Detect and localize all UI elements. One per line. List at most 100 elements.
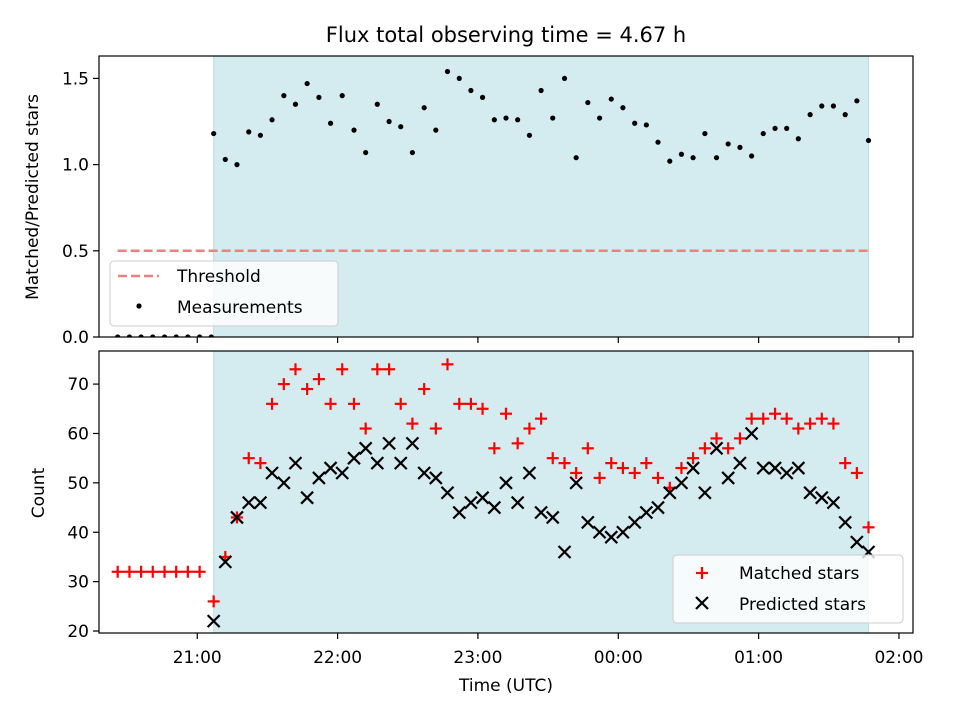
measurement-point [830,103,837,109]
measurement-point [197,334,203,337]
matched-point [277,378,290,391]
predicted-point-b [791,461,806,475]
measurement-point [161,334,168,337]
predicted-point-b [744,426,759,441]
measurement-point [327,120,334,126]
matched-point [383,363,396,376]
predicted-point-b [452,505,467,520]
measurement-point [433,127,439,133]
measurement-point [702,130,708,137]
predicted-point-b [382,436,396,451]
measurement-point [865,137,872,144]
matched-point [546,452,559,465]
predicted-point [581,515,595,530]
measurement-point [737,144,743,150]
matched-point [605,457,618,470]
bottom-legend: Matched stars Predicted stars [672,554,904,624]
bottom-y-tick-label: 20 [67,622,89,642]
measurement-point [208,334,214,337]
matched-point [862,521,875,534]
bottom-x-tick-label: 23:00 [453,648,502,668]
predicted-point-b [850,535,864,549]
top-y-tick-label: 0.0 [62,328,89,348]
predicted-point [335,466,349,480]
predicted-point-b [581,515,595,530]
predicted-point-b [487,500,502,515]
predicted-point [850,535,864,549]
matched-point [146,565,159,578]
predicted-point [230,510,244,525]
measurement-point [795,136,801,142]
measurement-point [526,132,533,138]
predicted-point-b [557,545,572,559]
matched-point [441,358,454,371]
matched-point [581,442,594,455]
measurement-point [173,334,179,337]
predicted-point-b [686,461,700,475]
predicted-point-b [534,505,548,520]
measurement-point [597,115,603,121]
measurement-point [339,93,345,99]
matched-point [745,412,758,425]
top-y-axis-label: Matched/Predicted stars [23,94,43,300]
predicted-point [733,456,747,470]
predicted-point-b [241,495,256,510]
measurement-point [138,334,144,337]
predicted-point [312,471,326,485]
predicted-point [744,426,759,441]
matched-point [687,452,700,465]
matched-point [792,422,805,435]
matched-point [348,397,361,410]
predicted-point [756,461,771,475]
predicted-point-b [522,466,537,480]
predicted-point-b [323,461,338,475]
predicted-point [265,466,279,480]
predicted-point [510,495,525,510]
predicted-point-b [604,530,619,544]
predicted-point-b [733,456,747,470]
bottom-y-tick-label: 30 [67,573,89,593]
bottom-x-tick-label: 21:00 [173,648,222,668]
predicted-point [604,530,619,544]
legend-threshold-label: Threshold [176,267,261,287]
predicted-point-b [768,461,782,475]
predicted-point [651,500,665,515]
predicted-point [358,441,373,456]
matched-point [651,471,664,484]
predicted-point-b [838,515,852,530]
predicted-point-b [417,466,431,480]
measurement-point [150,334,156,337]
measurement-point [585,99,591,106]
legend-matched-label: Matched stars [739,564,859,584]
bottom-x-tick-label: 00:00 [594,648,643,668]
measurement-point [316,94,322,100]
matched-point [418,383,431,396]
predicted-point-b [592,525,607,540]
matched-point [628,466,641,479]
matched-point [301,383,314,396]
measurement-point [234,162,240,168]
predicted-point-b [405,436,420,451]
matched-point [616,462,629,475]
predicted-point [241,495,256,510]
predicted-point [721,471,735,485]
predicted-point [674,476,689,490]
predicted-point-b [312,471,326,485]
legend-predicted-marker [695,596,709,610]
measurement-point [772,125,778,132]
matched-point [406,417,419,430]
matched-point [324,397,337,410]
matched-point [266,397,279,410]
matched-point [312,373,325,386]
legend-predicted-marker-b [695,596,709,610]
matched-point [769,407,782,420]
matched-point [570,466,583,479]
measurement-point [503,115,509,121]
bottom-legend-frame [672,554,904,624]
bottom-axes-frame [98,350,914,634]
predicted-point-b [347,451,361,465]
bottom-y-tick-label: 60 [67,424,89,444]
matched-point [804,417,817,430]
predicted-point-b [698,485,712,500]
